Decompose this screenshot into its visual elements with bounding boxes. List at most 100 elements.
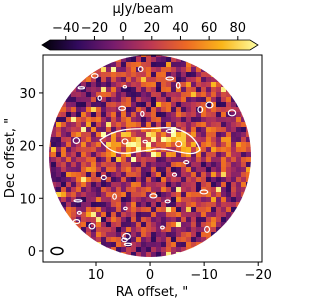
pixel — [166, 97, 172, 103]
pixel — [116, 227, 122, 233]
pixel — [141, 142, 147, 148]
pixel — [181, 97, 187, 103]
pixel — [121, 57, 127, 63]
pixel — [216, 247, 222, 253]
pixel — [161, 142, 167, 148]
pixel — [141, 167, 147, 173]
pixel — [246, 162, 251, 168]
pixel — [86, 182, 92, 188]
pixel — [186, 162, 192, 168]
pixel — [226, 242, 232, 248]
pixel — [151, 112, 157, 118]
pixel — [131, 127, 137, 133]
pixel — [81, 232, 87, 238]
pixel — [196, 207, 202, 213]
pixel — [146, 137, 152, 143]
pixel — [216, 227, 222, 233]
pixel — [176, 57, 182, 63]
pixel — [221, 142, 227, 148]
pixel — [216, 162, 222, 168]
pixel — [191, 247, 197, 253]
pixel — [206, 252, 212, 257]
pixel — [191, 127, 197, 133]
pixel — [191, 62, 197, 68]
colorbar-tick-label: −40 — [52, 21, 79, 36]
pixel — [231, 122, 237, 128]
pixel — [251, 67, 257, 73]
pixel — [91, 142, 97, 148]
pixel — [76, 247, 82, 253]
pixel — [156, 57, 162, 63]
pixel — [116, 127, 122, 133]
pixel — [81, 237, 87, 243]
pixel — [106, 77, 112, 83]
pixel — [241, 207, 247, 213]
pixel — [116, 217, 122, 223]
pixel — [236, 192, 242, 198]
pixel — [156, 192, 162, 198]
pixel — [221, 82, 227, 88]
pixel — [96, 162, 102, 168]
pixel — [106, 237, 112, 243]
pixel — [221, 187, 227, 193]
pixel — [96, 252, 102, 257]
pixel — [121, 222, 127, 228]
pixel — [206, 82, 212, 88]
pixel — [176, 197, 182, 203]
pixel — [236, 67, 242, 73]
pixel — [201, 217, 207, 223]
pixel — [141, 212, 147, 218]
pixel — [171, 77, 177, 83]
pixel — [251, 252, 257, 258]
pixel — [166, 72, 172, 78]
pixel — [86, 107, 92, 113]
pixel — [191, 222, 197, 228]
pixel — [216, 192, 222, 198]
pixel — [161, 247, 167, 253]
pixel — [166, 62, 172, 68]
contour — [118, 105, 127, 111]
pixel — [106, 207, 112, 213]
pixel — [96, 122, 102, 128]
pixel — [221, 92, 227, 98]
pixel — [101, 157, 107, 163]
pixel — [231, 197, 237, 203]
pixel — [136, 247, 142, 253]
pixel — [91, 187, 97, 193]
pixel — [186, 152, 192, 158]
pixel — [156, 242, 162, 248]
pixel — [216, 182, 222, 188]
pixel — [126, 212, 132, 218]
pixel — [231, 102, 237, 108]
beam — [50, 246, 64, 256]
pixel — [56, 177, 62, 183]
pixel — [246, 252, 251, 257]
pixel — [186, 117, 192, 123]
pixel — [211, 162, 217, 168]
pixel — [131, 102, 137, 108]
pixel — [201, 172, 207, 178]
pixel — [96, 77, 102, 83]
pixel — [101, 247, 107, 253]
pixel — [51, 207, 57, 213]
pixel — [161, 152, 167, 158]
pixel — [126, 207, 132, 213]
pixel — [216, 62, 222, 68]
pixel — [206, 77, 212, 83]
pixel — [236, 117, 242, 123]
pixel — [86, 112, 92, 118]
pixel — [196, 82, 202, 88]
pixel — [126, 62, 132, 68]
pixel — [186, 62, 192, 68]
pixel — [126, 82, 132, 88]
pixel — [181, 142, 187, 148]
pixel — [121, 147, 127, 153]
pixel — [91, 182, 97, 188]
pixel — [86, 192, 92, 198]
pixel — [231, 192, 237, 198]
pixel — [141, 197, 147, 203]
pixel — [151, 142, 157, 148]
pixel — [166, 107, 172, 113]
pixel — [151, 172, 157, 178]
pixel — [61, 202, 67, 208]
